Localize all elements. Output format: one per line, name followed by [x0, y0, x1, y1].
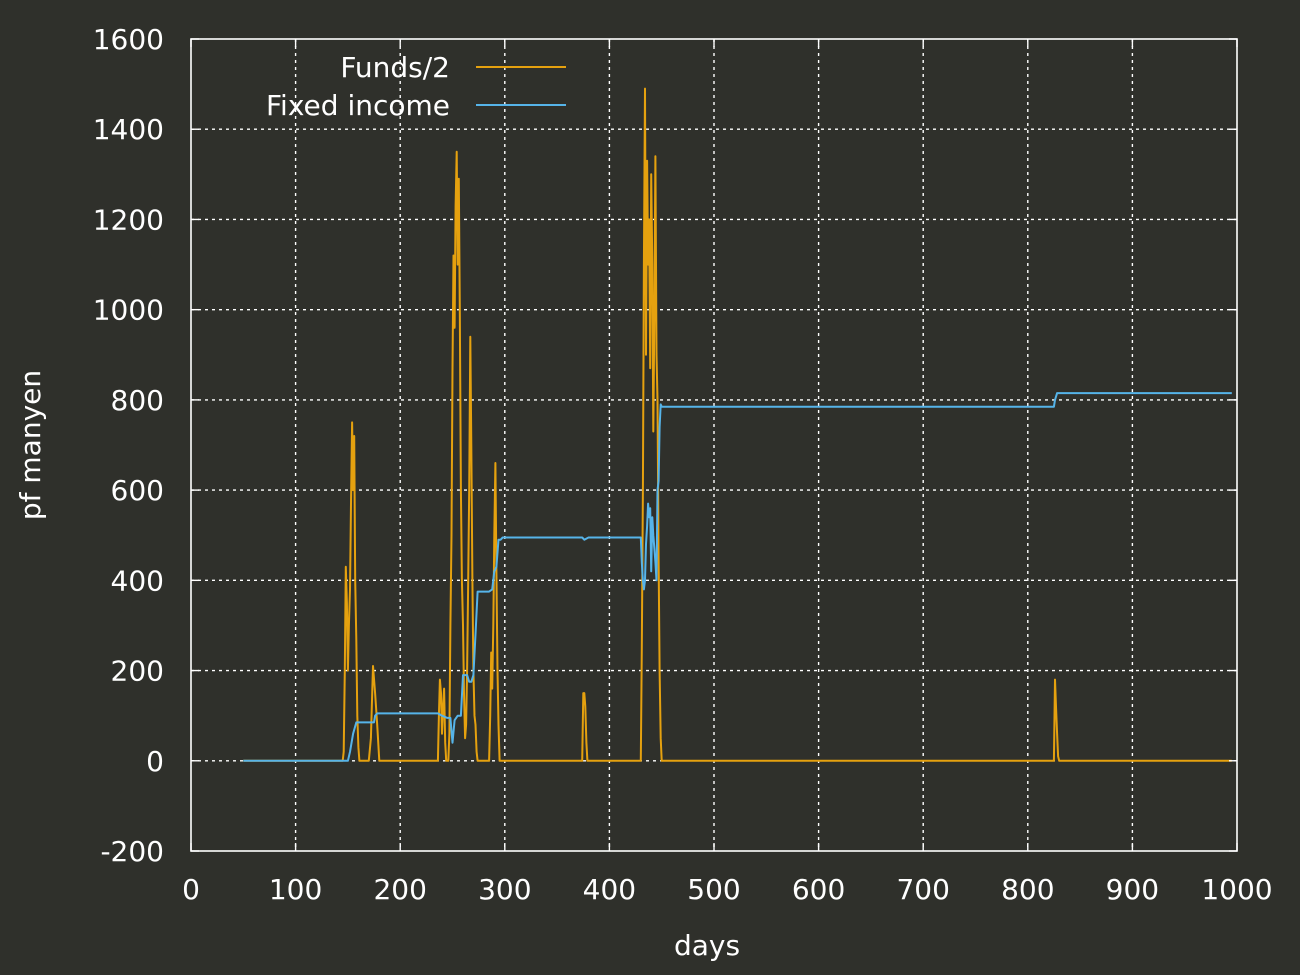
- x-tick-label: 600: [792, 873, 845, 906]
- x-tick-label: 1000: [1201, 873, 1272, 906]
- x-tick-label: 200: [373, 873, 426, 906]
- x-tick-label: 800: [1001, 873, 1054, 906]
- y-tick-label: 800: [111, 384, 164, 417]
- x-tick-label: 0: [182, 873, 200, 906]
- x-tick-label: 400: [583, 873, 636, 906]
- axis-ticks: 0 100 200 300 400 500 600 700 800 900 1000 -200 0 200…: [93, 23, 1273, 906]
- x-tick-label: 500: [687, 873, 740, 906]
- legend-label-funds-2: Funds/2: [340, 51, 450, 84]
- y-tick-label: 1200: [93, 203, 164, 236]
- y-axis-label: pf manyen: [14, 370, 47, 520]
- x-axis-label: days: [674, 929, 740, 962]
- series-line-funds-2: [243, 87, 1232, 762]
- x-tick-label: 300: [478, 873, 531, 906]
- y-tick-label: 1000: [93, 294, 164, 327]
- x-tick-label: 900: [1106, 873, 1159, 906]
- x-tick-label: 700: [896, 873, 949, 906]
- y-tick-label: 1400: [93, 113, 164, 146]
- gridlines: [191, 39, 1237, 851]
- y-tick-label: 200: [111, 655, 164, 688]
- legend: Funds/2 Fixed income: [266, 51, 566, 122]
- y-tick-label: 1600: [93, 23, 164, 56]
- y-tick-label: 400: [111, 564, 164, 597]
- y-tick-label: 600: [111, 474, 164, 507]
- plot-area: [243, 87, 1232, 762]
- y-tick-label: 0: [146, 745, 164, 778]
- legend-label-fixed-income: Fixed income: [266, 89, 450, 122]
- series-line-fixed-income: [243, 392, 1232, 762]
- y-tick-label: -200: [100, 835, 164, 868]
- x-tick-label: 100: [269, 873, 322, 906]
